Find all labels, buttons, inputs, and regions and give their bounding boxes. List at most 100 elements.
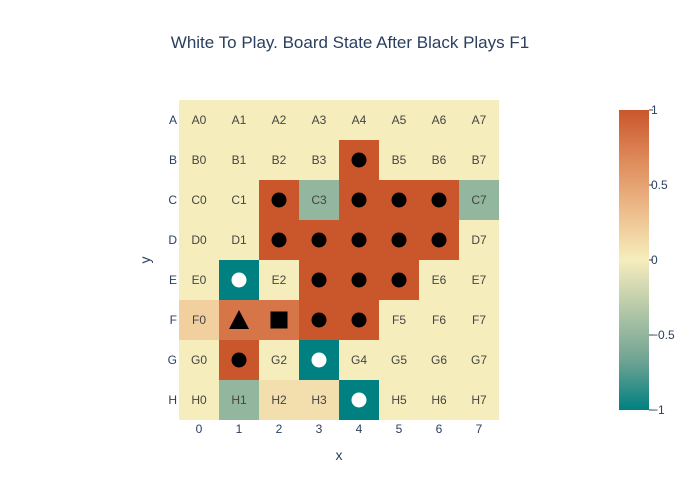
board-cell[interactable] — [179, 340, 219, 380]
x-axis-title: x — [336, 447, 343, 463]
cell-label: G6 — [431, 353, 447, 367]
board-cell[interactable] — [379, 380, 419, 420]
cell-label: A3 — [312, 113, 327, 127]
cell-label: H7 — [471, 393, 487, 407]
board-cell[interactable] — [459, 220, 499, 260]
board-cell-labels: A0 A1 A2 A3 A4 A5 A6 A7 B0 B1 B2 B3 B5 B6 B7 C0 C1 C3 C7 D0… — [191, 113, 487, 407]
board-cell[interactable] — [219, 140, 259, 180]
cell-label: B3 — [312, 153, 327, 167]
black-stone — [351, 192, 367, 208]
cell-label: B7 — [472, 153, 487, 167]
board-cell[interactable] — [299, 180, 339, 220]
cell-label: B5 — [392, 153, 407, 167]
board-cell[interactable] — [379, 300, 419, 340]
y-tick-label: E — [169, 273, 177, 287]
cell-label: G2 — [271, 353, 287, 367]
cell-label: F7 — [472, 313, 486, 327]
colorbar: 1 0.5 0 −0.5 −1 — [619, 103, 675, 417]
x-tick-label: 3 — [316, 422, 323, 436]
y-axis-ticks: A B C D E F G H — [168, 113, 178, 407]
black-stone — [391, 272, 407, 288]
cell-label: B1 — [232, 153, 247, 167]
cell-label: G7 — [471, 353, 487, 367]
board-cell[interactable] — [259, 340, 299, 380]
colorbar-tick-label: 1 — [651, 103, 658, 117]
board-cell[interactable] — [419, 100, 459, 140]
cell-label: C0 — [191, 193, 207, 207]
board-cell[interactable] — [219, 180, 259, 220]
board-cell[interactable] — [339, 340, 379, 380]
board-cell[interactable] — [299, 380, 339, 420]
cell-label: H1 — [231, 393, 247, 407]
cell-label: B0 — [192, 153, 207, 167]
board-cell[interactable] — [419, 140, 459, 180]
board-cell[interactable] — [179, 220, 219, 260]
cell-label: H2 — [271, 393, 287, 407]
board-cell[interactable] — [419, 260, 459, 300]
board-cell[interactable] — [259, 260, 299, 300]
y-axis-title: y — [137, 257, 153, 264]
y-tick-label: C — [168, 193, 177, 207]
board-cell[interactable] — [339, 100, 379, 140]
board-cell[interactable] — [179, 300, 219, 340]
board-cell[interactable] — [299, 100, 339, 140]
y-tick-label: A — [169, 113, 177, 127]
colorbar-tick-label: −1 — [651, 403, 665, 417]
chart-title: White To Play. Board State After Black P… — [170, 33, 530, 52]
board-cell[interactable] — [179, 380, 219, 420]
cell-label: G0 — [191, 353, 207, 367]
board-cell[interactable] — [459, 100, 499, 140]
board-cell[interactable] — [299, 140, 339, 180]
board-cell[interactable] — [259, 140, 299, 180]
board-cell[interactable] — [179, 180, 219, 220]
black-stone — [271, 232, 287, 248]
board-cell[interactable] — [379, 340, 419, 380]
board-cell[interactable] — [459, 140, 499, 180]
black-stone — [391, 232, 407, 248]
cell-label: E6 — [432, 273, 447, 287]
board-cell[interactable] — [379, 100, 419, 140]
black-stone — [391, 192, 407, 208]
board-cell[interactable] — [259, 100, 299, 140]
x-tick-label: 1 — [236, 422, 243, 436]
cell-label: D1 — [231, 233, 247, 247]
x-tick-label: 2 — [276, 422, 283, 436]
board-cell[interactable] — [379, 140, 419, 180]
cell-label: F6 — [432, 313, 446, 327]
board-cell[interactable] — [459, 260, 499, 300]
board-cell[interactable] — [179, 140, 219, 180]
cell-label: H5 — [391, 393, 407, 407]
board-cell[interactable] — [419, 300, 459, 340]
y-tick-label: G — [168, 353, 177, 367]
board-stones — [229, 152, 447, 408]
cell-label: A5 — [392, 113, 407, 127]
cell-label: A0 — [192, 113, 207, 127]
cell-label: H3 — [311, 393, 327, 407]
board-cell[interactable] — [219, 220, 259, 260]
x-tick-label: 4 — [356, 422, 363, 436]
y-tick-label: D — [168, 233, 177, 247]
board-cell[interactable] — [179, 100, 219, 140]
board-cell[interactable] — [459, 380, 499, 420]
y-tick-label: F — [170, 313, 177, 327]
board-cell[interactable] — [219, 100, 259, 140]
board-cell[interactable] — [419, 380, 459, 420]
cell-label: D0 — [191, 233, 207, 247]
white-stone — [231, 272, 247, 288]
board-cell[interactable] — [459, 180, 499, 220]
cell-label: G4 — [351, 353, 367, 367]
board-cell[interactable] — [179, 260, 219, 300]
y-tick-label: H — [168, 393, 177, 407]
board-cell[interactable] — [219, 380, 259, 420]
board-cell[interactable] — [459, 340, 499, 380]
board-cell[interactable] — [259, 380, 299, 420]
cell-label: A4 — [352, 113, 367, 127]
square-marker — [270, 311, 288, 329]
board-cell[interactable] — [419, 340, 459, 380]
cell-label: D7 — [471, 233, 487, 247]
board-cell[interactable] — [459, 300, 499, 340]
black-stone — [311, 312, 327, 328]
black-stone — [351, 232, 367, 248]
x-tick-label: 6 — [436, 422, 443, 436]
